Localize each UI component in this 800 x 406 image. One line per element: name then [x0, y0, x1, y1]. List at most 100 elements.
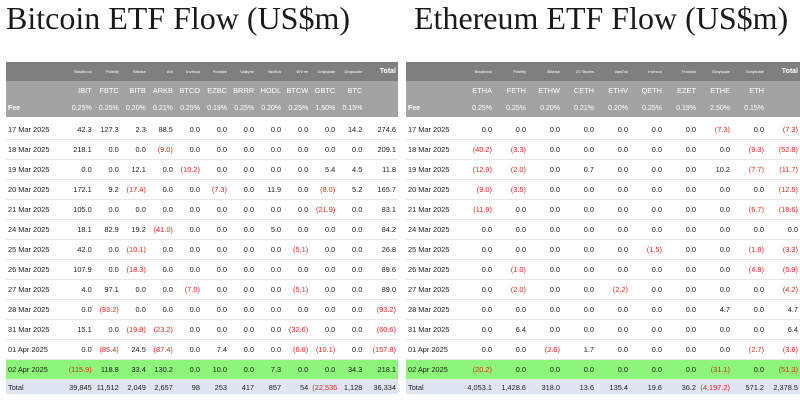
table-row: 02 Apr 2025 (20.2) 0.0 0.0 0.0 0.0 0.0 0.0 (31.1…: [406, 360, 800, 380]
flow-cell: (3.5): [494, 180, 528, 200]
flow-cell: 0.0: [337, 200, 365, 220]
flow-cell: 0.0: [698, 180, 732, 200]
totals-cell: 2,657: [147, 380, 175, 394]
flow-cell: 0.0: [174, 320, 202, 340]
flow-cell: 0.0: [494, 360, 528, 380]
table-row: 26 Mar 2025 0.0 (1.0) 0.0 0.0 0.0 0.0 0.0 0.0 (4.…: [406, 260, 800, 280]
row-date: 31 Mar 2025: [406, 320, 460, 340]
flow-cell: 0.0: [698, 220, 732, 240]
flow-cell: 0.0: [229, 280, 257, 300]
issuer-header: Grayscale: [732, 62, 766, 81]
spacer-cell: [6, 117, 398, 120]
flow-cell: 0.0: [494, 340, 528, 360]
issuer-header: Grayscale: [698, 62, 732, 81]
flow-cell: 0.0: [147, 300, 175, 320]
table-row: 17 Mar 2025 0.0 0.0 0.0 0.0 0.0 0.0 0.0 (7.3) 0.0…: [406, 120, 800, 140]
flow-cell: 33.4: [120, 360, 148, 380]
fee-cell: 0.25%: [174, 99, 202, 117]
ethereum-etf-flow-title: Ethereum ETF Flow (US$m): [414, 0, 789, 36]
flow-cell: 88.5: [147, 120, 175, 140]
table-row: 19 Mar 2025 0.0 0.0 12.1 0.0 (10.2) 0.0 0.0 0.0 0…: [6, 160, 398, 180]
flow-cell: 0.0: [201, 260, 230, 280]
flow-cell: 0.0: [174, 200, 202, 220]
flow-cell: 10.2: [698, 160, 732, 180]
row-total: (51.3): [766, 360, 800, 380]
totals-cell: 19.6: [630, 380, 664, 394]
row-total: (157.8): [364, 340, 398, 360]
row-date: 25 Mar 2025: [6, 240, 67, 260]
flow-cell: 0.0: [664, 320, 698, 340]
flow-cell: 0.0: [732, 180, 766, 200]
flow-cell: 172.1: [66, 180, 94, 200]
row-date: 01 Apr 2025: [6, 340, 67, 360]
flow-cell: (41.0): [147, 220, 175, 240]
flow-cell: 0.0: [147, 200, 175, 220]
flow-cell: 0.0: [698, 320, 732, 340]
flow-cell: 0.0: [174, 300, 202, 320]
flow-cell: 0.0: [562, 360, 596, 380]
totals-cell: 253: [201, 380, 230, 394]
flow-cell: 0.0: [93, 200, 121, 220]
flow-cell: 0.0: [174, 180, 202, 200]
flow-cell: (93.2): [93, 300, 121, 320]
bitcoin-etf-flow-title: Bitcoin ETF Flow (US$m): [6, 0, 351, 36]
row-total: 4.7: [766, 300, 800, 320]
flow-cell: 0.0: [698, 340, 732, 360]
flow-cell: 0.0: [664, 300, 698, 320]
row-total: 11.8: [364, 160, 398, 180]
totals-cell: 13.6: [562, 380, 596, 394]
flow-cell: 12.1: [120, 160, 148, 180]
flow-cell: 0.0: [229, 240, 257, 260]
flow-cell: 0.0: [120, 200, 148, 220]
flow-cell: 15.1: [66, 320, 94, 340]
flow-cell: 0.0: [460, 340, 494, 360]
issuer-header: Fidelity: [93, 62, 121, 81]
issuer-header: Bitwise: [528, 62, 562, 81]
flow-cell: 0.0: [630, 140, 664, 160]
fee-cell: 0.20%: [596, 99, 630, 117]
totals-cell: 4,053.1: [460, 380, 494, 394]
flow-cell: 0.0: [664, 160, 698, 180]
issuer-header: VanEck: [256, 62, 284, 81]
totals-cell: 1,128: [337, 380, 365, 394]
flow-cell: 0.0: [174, 120, 202, 140]
table-row: 18 Mar 2025 218.1 0.0 0.0 (9.0) 0.0 0.0 0.0 0.0 0…: [6, 140, 398, 160]
issuer-header: Ark: [147, 62, 175, 81]
fee-cell: 0.20%: [256, 99, 284, 117]
flow-cell: 218.1: [66, 140, 94, 160]
flow-cell: 0.0: [664, 180, 698, 200]
flow-cell: 0.0: [174, 340, 202, 360]
row-date: 21 Mar 2025: [6, 200, 67, 220]
row-total: (7.3): [766, 120, 800, 140]
flow-cell: (40.2): [460, 140, 494, 160]
fee-cell: 1.50%: [310, 99, 338, 117]
flow-cell: (9.0): [460, 180, 494, 200]
issuer-header: Blackrock: [460, 62, 494, 81]
flow-cell: 105.0: [66, 200, 94, 220]
totals-cell: 857: [256, 380, 284, 394]
issuer-header: Franklin: [664, 62, 698, 81]
flow-cell: 0.0: [337, 280, 365, 300]
table-row: 28 Mar 2025 0.0 0.0 0.0 0.0 0.0 0.0 0.0 4.7 0.0 4.…: [406, 300, 800, 320]
flow-cell: 0.0: [528, 220, 562, 240]
row-total: 83.1: [364, 200, 398, 220]
flow-cell: (10.2): [174, 160, 202, 180]
row-date: 28 Mar 2025: [406, 300, 460, 320]
flow-cell: 0.0: [460, 300, 494, 320]
flow-cell: 0.0: [698, 240, 732, 260]
flow-cell: 0.0: [93, 160, 121, 180]
issuer-header-row: Blackrock Fidelity Bitwise Ark Invesco Frankl…: [6, 62, 398, 81]
header-spacer: [6, 117, 398, 120]
flow-cell: 0.0: [283, 140, 311, 160]
flow-cell: (2.7): [732, 340, 766, 360]
flow-cell: (5.1): [283, 280, 311, 300]
fee-cell: 0.20%: [120, 99, 148, 117]
flow-cell: 0.0: [93, 320, 121, 340]
flow-cell: 0.0: [93, 240, 121, 260]
flow-cell: 0.0: [528, 260, 562, 280]
flow-cell: 0.0: [528, 140, 562, 160]
flow-cell: 0.0: [256, 260, 284, 280]
spacer-cell: [406, 117, 800, 120]
fee-row: Fee 0.25% 0.25% 0.20% 0.21% 0.25% 0.19% 0.25% 0.…: [6, 99, 398, 117]
flow-cell: 0.0: [562, 280, 596, 300]
